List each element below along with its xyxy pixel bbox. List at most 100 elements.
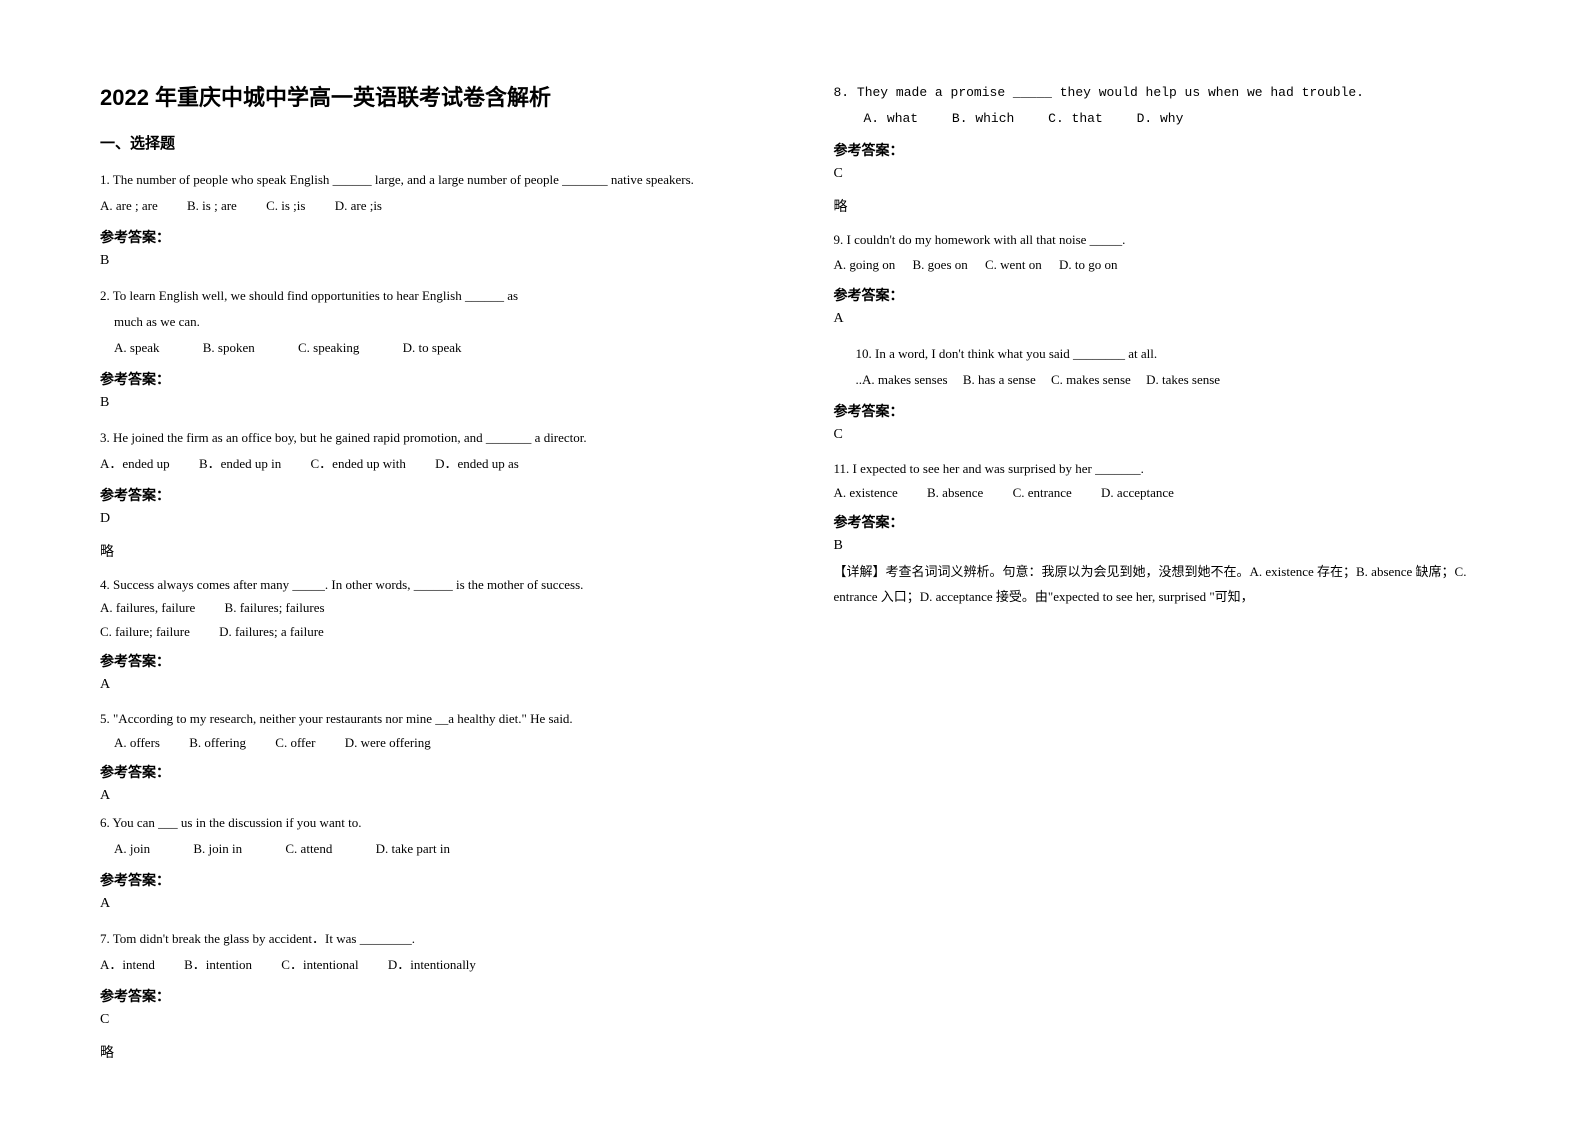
q5-stem: 5. "According to my research, neither yo… <box>100 707 754 730</box>
q5-answer: A <box>100 788 754 804</box>
q10-choice-b: B. has a sense <box>963 367 1036 393</box>
q7-choice-d: D．intentionally <box>388 952 476 978</box>
q10-answer: C <box>834 427 1488 443</box>
q11-choice-b: B. absence <box>927 481 983 504</box>
q8-choice-d: D. why <box>1137 106 1184 132</box>
q7-answer: C <box>100 1012 754 1028</box>
q5-choice-c: C. offer <box>275 731 315 754</box>
q10-stem: 10. In a word, I don't think what you sa… <box>834 341 1488 367</box>
q4-choices-row1: A. failures, failure B. failures; failur… <box>100 596 754 619</box>
q2-stem2: much as we can. <box>100 309 754 335</box>
q6-answer: A <box>100 896 754 912</box>
question-8: 8. They made a promise _____ they would … <box>834 80 1488 132</box>
q11-choice-c: C. entrance <box>1013 481 1072 504</box>
q1-choice-c: C. is ;is <box>266 193 305 219</box>
q2-choice-d: D. to speak <box>403 335 462 361</box>
q3-choice-d: D．ended up as <box>435 451 519 477</box>
answer-label: 参考答案： <box>100 651 754 671</box>
q6-choices: A. join B. join in C. attend D. take par… <box>100 836 754 862</box>
answer-label: 参考答案： <box>100 227 754 247</box>
q2-choice-c: C. speaking <box>298 335 359 361</box>
answer-label: 参考答案： <box>834 401 1488 421</box>
section-header-1: 一、选择题 <box>100 132 754 153</box>
q9-stem: 9. I couldn't do my homework with all th… <box>834 228 1488 253</box>
q1-choice-b: B. is ; are <box>187 193 237 219</box>
q11-explain: 【详解】考查名词词义辨析。句意：我原以为会见到她，没想到她不在。A. exist… <box>834 560 1488 609</box>
q5-choices: A. offers B. offering C. offer D. were o… <box>100 731 754 754</box>
q6-stem: 6. You can ___ us in the discussion if y… <box>100 810 754 836</box>
q8-note: 略 <box>834 196 1488 216</box>
q6-choice-d: D. take part in <box>376 836 450 862</box>
q3-answer: D <box>100 511 754 527</box>
q3-choice-c: C．ended up with <box>311 451 406 477</box>
q9-choice-c: C. went on <box>985 253 1042 278</box>
q7-note: 略 <box>100 1042 754 1062</box>
q8-choice-b: B. which <box>952 106 1014 132</box>
q6-choice-b: B. join in <box>193 836 242 862</box>
q6-choice-a: A. join <box>114 836 150 862</box>
q2-answer: B <box>100 395 754 411</box>
q10-choice-d: D. takes sense <box>1146 367 1220 393</box>
question-1: 1. The number of people who speak Englis… <box>100 167 754 219</box>
q3-choice-b: B．ended up in <box>199 451 281 477</box>
answer-label: 参考答案： <box>100 369 754 389</box>
answer-label: 参考答案： <box>834 512 1488 532</box>
q4-choices-row2: C. failure; failure D. failures; a failu… <box>100 620 754 643</box>
question-7: 7. Tom didn't break the glass by acciden… <box>100 926 754 978</box>
answer-label: 参考答案： <box>834 285 1488 305</box>
question-3: 3. He joined the firm as an office boy, … <box>100 425 754 477</box>
q7-choice-c: C．intentional <box>281 952 358 978</box>
q1-choice-a: A. are ; are <box>100 193 158 219</box>
answer-label: 参考答案： <box>100 986 754 1006</box>
q10-choice-a: ..A. makes senses <box>856 367 948 393</box>
q7-stem: 7. Tom didn't break the glass by acciden… <box>100 926 754 952</box>
question-11: 11. I expected to see her and was surpri… <box>834 457 1488 504</box>
q3-choices: A．ended up B．ended up in C．ended up with… <box>100 451 754 477</box>
q10-choice-c: C. makes sense <box>1051 367 1131 393</box>
q1-choice-d: D. are ;is <box>335 193 382 219</box>
q4-choice-b: B. failures; failures <box>225 596 325 619</box>
q4-stem: 4. Success always comes after many _____… <box>100 573 754 596</box>
q8-choice-a: A. what <box>864 106 919 132</box>
q4-choice-a: A. failures, failure <box>100 596 195 619</box>
q11-choice-a: A. existence <box>834 481 898 504</box>
question-10: 10. In a word, I don't think what you sa… <box>834 341 1488 393</box>
q11-answer: B <box>834 538 1488 554</box>
q2-stem: 2. To learn English well, we should find… <box>100 283 754 309</box>
q1-choices: A. are ; are B. is ; are C. is ;is D. ar… <box>100 193 754 219</box>
q5-choice-a: A. offers <box>114 731 160 754</box>
q3-note: 略 <box>100 541 754 561</box>
q7-choice-b: B．intention <box>184 952 252 978</box>
q3-choice-a: A．ended up <box>100 451 170 477</box>
answer-label: 参考答案： <box>834 140 1488 160</box>
q11-choices: A. existence B. absence C. entrance D. a… <box>834 481 1488 504</box>
question-9: 9. I couldn't do my homework with all th… <box>834 228 1488 277</box>
q8-choices: A. what B. which C. that D. why <box>834 106 1488 132</box>
q1-answer: B <box>100 253 754 269</box>
q9-choice-a: A. going on <box>834 253 896 278</box>
q8-answer: C <box>834 166 1488 182</box>
q10-choices: ..A. makes senses B. has a sense C. make… <box>834 367 1488 393</box>
answer-label: 参考答案： <box>100 485 754 505</box>
q7-choice-a: A．intend <box>100 952 155 978</box>
answer-label: 参考答案： <box>100 762 754 782</box>
q9-choice-b: B. goes on <box>913 253 968 278</box>
question-2: 2. To learn English well, we should find… <box>100 283 754 361</box>
q8-choice-c: C. that <box>1048 106 1103 132</box>
q8-stem: 8. They made a promise _____ they would … <box>834 80 1488 106</box>
q2-choice-a: A. speak <box>114 335 160 361</box>
q11-choice-d: D. acceptance <box>1101 481 1174 504</box>
exam-title: 2022 年重庆中城中学高一英语联考试卷含解析 <box>100 80 754 112</box>
q1-stem: 1. The number of people who speak Englis… <box>100 167 754 193</box>
q11-stem: 11. I expected to see her and was surpri… <box>834 457 1488 480</box>
q5-choice-b: B. offering <box>189 731 246 754</box>
q9-answer: A <box>834 311 1488 327</box>
q2-choice-b: B. spoken <box>203 335 255 361</box>
q4-choice-d: D. failures; a failure <box>219 620 324 643</box>
q5-choice-d: D. were offering <box>345 731 431 754</box>
q6-choice-c: C. attend <box>285 836 332 862</box>
q9-choices: A. going on B. goes on C. went on D. to … <box>834 253 1488 278</box>
q2-choices: A. speak B. spoken C. speaking D. to spe… <box>100 335 754 361</box>
q4-answer: A <box>100 677 754 693</box>
q9-choice-d: D. to go on <box>1059 253 1118 278</box>
